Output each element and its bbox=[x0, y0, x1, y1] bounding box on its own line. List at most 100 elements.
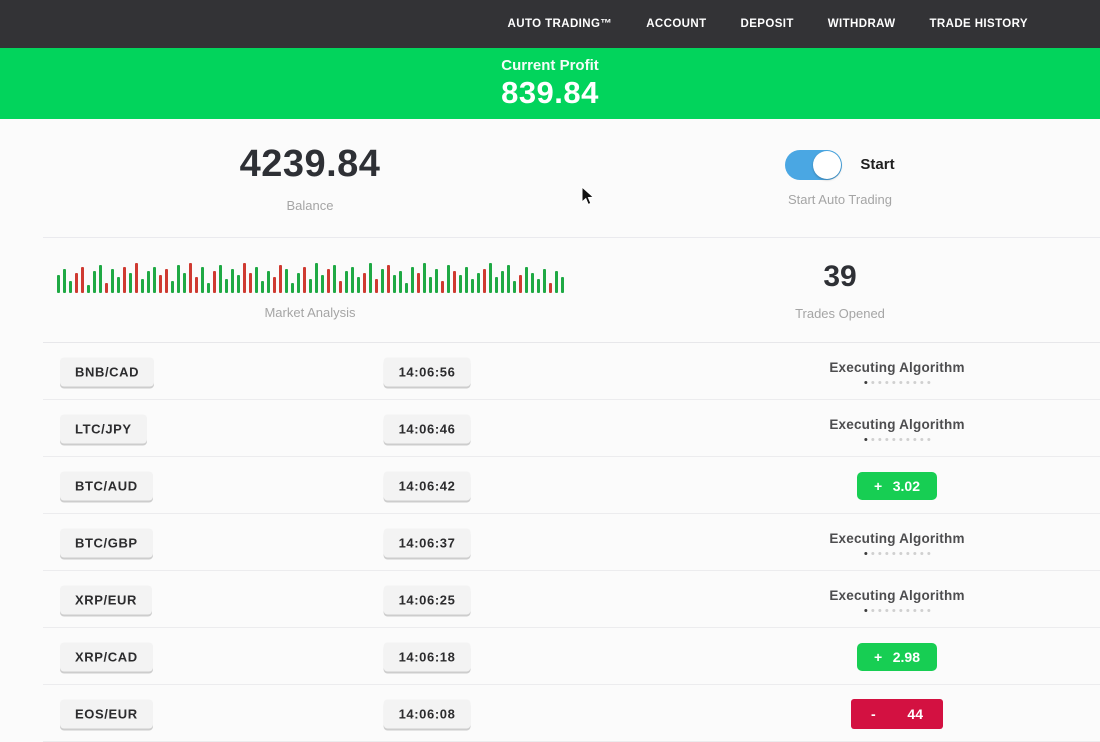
current-profit-value: 839.84 bbox=[501, 74, 599, 110]
market-bar bbox=[266, 271, 270, 293]
market-bar bbox=[494, 277, 498, 293]
nav-item-account[interactable]: ACCOUNT bbox=[646, 18, 707, 30]
nav-item-trade-history[interactable]: TRADE HISTORY bbox=[929, 18, 1028, 30]
time-badge: 14:06:18 bbox=[383, 642, 471, 671]
progress-dots bbox=[829, 437, 964, 441]
market-bar bbox=[326, 269, 330, 293]
market-bar bbox=[422, 263, 426, 293]
trade-status: +3.02 bbox=[857, 471, 937, 500]
pair-badge: BTC/GBP bbox=[60, 528, 153, 557]
market-bar bbox=[374, 279, 378, 293]
progress-dot bbox=[899, 551, 902, 555]
progress-dot bbox=[927, 380, 930, 384]
progress-dot bbox=[871, 608, 874, 612]
balance-value: 4239.84 bbox=[239, 143, 381, 185]
market-bar bbox=[332, 265, 336, 293]
market-bar bbox=[404, 283, 408, 293]
market-bar bbox=[410, 267, 414, 293]
progress-dot bbox=[906, 608, 909, 612]
progress-dots bbox=[829, 380, 964, 384]
progress-dot bbox=[892, 380, 895, 384]
current-profit-label: Current Profit bbox=[501, 56, 599, 74]
section-divider bbox=[43, 237, 1100, 238]
market-bar bbox=[182, 273, 186, 293]
progress-dot bbox=[920, 551, 923, 555]
market-bar bbox=[356, 277, 360, 293]
trade-status: - 44 bbox=[851, 698, 943, 729]
market-bar bbox=[212, 271, 216, 293]
row-divider bbox=[43, 684, 1100, 685]
result-value: 3.02 bbox=[892, 477, 920, 494]
loss-badge: - 44 bbox=[851, 698, 943, 729]
progress-dot bbox=[927, 608, 930, 612]
market-bar bbox=[458, 275, 462, 293]
market-bar bbox=[362, 273, 366, 293]
toggle-state-label: Start bbox=[860, 156, 895, 173]
result-sign: + bbox=[874, 477, 883, 494]
trade-status: Executing Algorithm bbox=[829, 360, 964, 384]
market-bar bbox=[452, 271, 456, 293]
market-bar bbox=[542, 269, 546, 293]
time-badge: 14:06:42 bbox=[383, 471, 471, 500]
market-bar bbox=[536, 279, 540, 293]
market-bar bbox=[488, 263, 492, 293]
start-auto-trading-toggle[interactable] bbox=[785, 149, 843, 180]
progress-dots bbox=[829, 608, 964, 612]
trade-status: +2.98 bbox=[857, 642, 937, 671]
market-bar bbox=[386, 265, 390, 293]
toggle-knob bbox=[813, 150, 842, 179]
market-bar bbox=[92, 271, 96, 293]
market-bar bbox=[86, 285, 90, 293]
market-bar bbox=[152, 267, 156, 293]
top-nav: AUTO TRADING™ ACCOUNT DEPOSIT WITHDRAW TRADE… bbox=[0, 0, 1100, 48]
progress-dot bbox=[864, 608, 867, 612]
market-bar bbox=[206, 283, 210, 293]
market-bar bbox=[116, 277, 120, 293]
market-bar bbox=[98, 265, 102, 293]
progress-dot bbox=[920, 608, 923, 612]
market-bar bbox=[260, 281, 264, 293]
market-bar bbox=[248, 273, 252, 293]
trade-row: BTC/GBP 14:06:37 Executing Algorithm bbox=[0, 514, 1100, 571]
pair-badge: BNB/CAD bbox=[60, 357, 155, 386]
trade-row: BNB/CAD 14:06:56 Executing Algorithm bbox=[0, 343, 1100, 400]
table-top-divider bbox=[43, 342, 1100, 343]
progress-dot bbox=[899, 608, 902, 612]
start-auto-trading-label: Start Auto Trading bbox=[787, 191, 893, 207]
market-bar bbox=[68, 281, 72, 293]
trade-status: Executing Algorithm bbox=[829, 531, 964, 555]
pair-badge: XRP/EUR bbox=[60, 585, 152, 614]
market-bar bbox=[380, 269, 384, 293]
progress-dots bbox=[829, 551, 964, 555]
progress-dot bbox=[878, 380, 881, 384]
nav-item-auto-trading[interactable]: AUTO TRADING™ bbox=[507, 18, 613, 30]
progress-dot bbox=[913, 608, 916, 612]
balance-row: 4239.84 Balance Start Start Auto Trading bbox=[0, 119, 1100, 237]
progress-dot bbox=[885, 380, 888, 384]
auto-trading-block: Start Start Auto Trading bbox=[620, 119, 1060, 237]
market-bar bbox=[350, 267, 354, 293]
market-bar bbox=[278, 265, 282, 293]
nav-item-withdraw[interactable]: WITHDRAW bbox=[827, 18, 896, 30]
market-bar bbox=[314, 263, 318, 293]
trade-row: EOS/EUR 14:06:08 - 44 bbox=[0, 685, 1100, 742]
market-bar bbox=[368, 263, 372, 293]
market-row: Market Analysis 39 Trades Opened bbox=[0, 238, 1100, 342]
time-badge: 14:06:08 bbox=[383, 699, 471, 728]
balance-label: Balance bbox=[286, 198, 334, 213]
market-bar bbox=[470, 279, 474, 293]
market-bar bbox=[134, 263, 138, 293]
market-bar bbox=[500, 271, 504, 293]
profit-badge: +2.98 bbox=[857, 642, 937, 671]
progress-dot bbox=[871, 551, 874, 555]
pair-badge: XRP/CAD bbox=[60, 642, 153, 671]
market-bar bbox=[146, 271, 150, 293]
market-bar bbox=[62, 269, 66, 293]
market-bar bbox=[392, 275, 396, 293]
market-bar bbox=[440, 281, 444, 293]
progress-dot bbox=[899, 380, 902, 384]
nav-item-deposit[interactable]: DEPOSIT bbox=[740, 18, 794, 30]
market-bar bbox=[554, 271, 558, 293]
market-bar bbox=[272, 277, 276, 293]
progress-dot bbox=[864, 437, 867, 441]
